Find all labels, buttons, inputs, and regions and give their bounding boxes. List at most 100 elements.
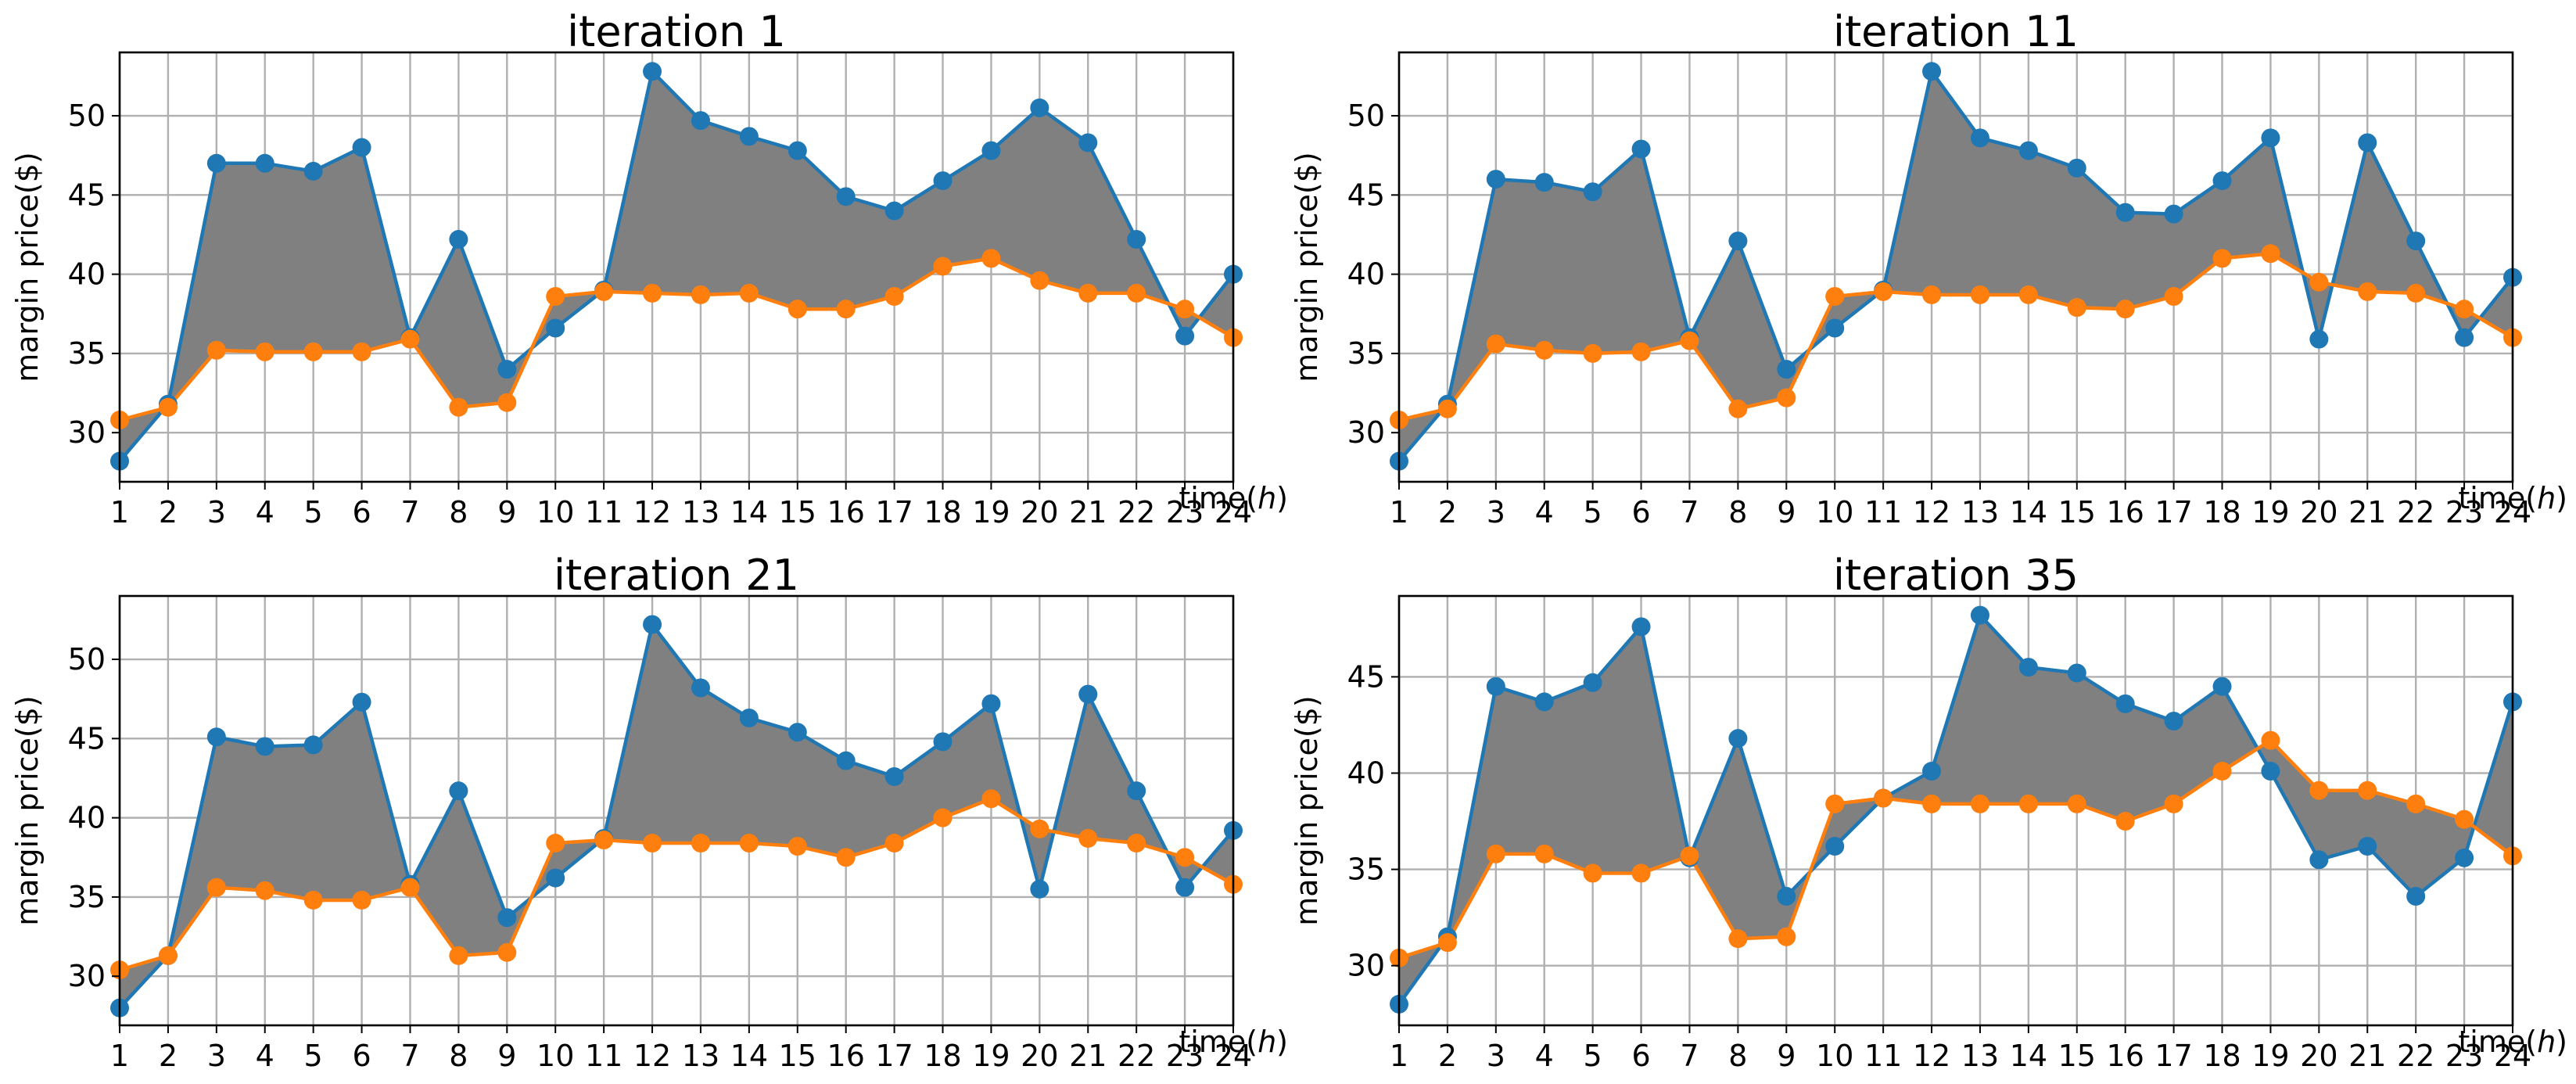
series-2-point — [1486, 844, 1505, 863]
series-1-point — [2261, 762, 2280, 781]
series-2-point — [788, 837, 807, 856]
series-2-point — [1631, 342, 1651, 361]
y-tick-label: 35 — [68, 336, 106, 371]
series-1-point — [2406, 232, 2426, 251]
y-tick-label: 35 — [1347, 336, 1385, 371]
series-2-point — [303, 890, 323, 910]
series-2-point — [933, 808, 953, 827]
series-2-point — [981, 249, 1001, 268]
x-tick-label: 14 — [730, 1039, 768, 1073]
series-1-point — [546, 318, 565, 338]
y-axis-label: margin price($) — [10, 695, 45, 926]
x-tick-label: 2 — [1438, 1039, 1457, 1073]
series-1-point — [2164, 204, 2183, 224]
series-1-point — [1078, 684, 1098, 704]
x-tick-label: 13 — [1961, 1039, 1999, 1073]
x-tick-label: 17 — [2154, 1039, 2192, 1073]
x-tick-label: 10 — [536, 495, 574, 529]
x-tick-label: 20 — [1021, 495, 1058, 529]
series-2-point — [836, 848, 856, 867]
chart-panel-2: 1 2 3 4 5 6 7 8 9 10 11 12 13 14 15 16 17 18 19 20 21 22 23 243… — [1290, 7, 2567, 529]
y-tick-label: 50 — [1347, 99, 1385, 133]
series-2-point — [449, 946, 468, 965]
series-1-point — [2358, 133, 2377, 153]
series-1-point — [2455, 848, 2474, 867]
series-1-point — [255, 737, 274, 756]
series-2-point — [2115, 812, 2135, 831]
series-2-point — [1030, 819, 1049, 838]
x-tick-label: 4 — [1535, 1039, 1554, 1073]
series-2-point — [1874, 282, 1893, 301]
x-tick-label: 20 — [2300, 495, 2337, 529]
series-1-point — [206, 727, 226, 747]
x-tick-label: 19 — [2251, 495, 2289, 529]
x-tick-label: 22 — [2397, 1039, 2434, 1073]
x-tick-label: 20 — [1021, 1039, 1058, 1073]
series-2-point — [2358, 781, 2377, 800]
series-2-point — [400, 329, 420, 349]
x-tick-label: 4 — [1535, 495, 1554, 529]
chart-panel-3: 1 2 3 4 5 6 7 8 9 10 11 12 13 14 15 16 17 18 19 20 21 22 23 243… — [10, 551, 1288, 1073]
series-1-point — [1583, 673, 1602, 692]
x-tick-label: 3 — [1487, 495, 1505, 529]
x-tick-label: 2 — [1438, 495, 1457, 529]
plot-frame — [118, 51, 1235, 483]
series-1-point — [643, 62, 662, 81]
x-tick-label: 8 — [449, 495, 468, 529]
x-tick-label: 11 — [1864, 1039, 1902, 1073]
series-2-point — [933, 257, 953, 276]
x-tick-label: 15 — [779, 495, 816, 529]
x-tick-label: 11 — [585, 1039, 622, 1073]
y-tick-label: 50 — [68, 642, 106, 677]
series-1-point — [546, 868, 565, 888]
series-2-point — [2067, 298, 2086, 318]
series-2-point — [788, 300, 807, 319]
series-2-point — [1922, 794, 1942, 813]
series-1-point — [1825, 318, 1845, 338]
series-1-point — [2018, 141, 2038, 160]
series-1-point — [739, 708, 759, 727]
fill-between-area — [1399, 71, 2513, 461]
x-tick-label: 21 — [1069, 1039, 1107, 1073]
series-1-point — [643, 615, 662, 634]
series-1-point — [933, 171, 953, 191]
series-1-point — [352, 692, 371, 712]
series-1-point — [836, 187, 856, 206]
series-1-point — [933, 732, 953, 752]
series-1-point — [2455, 328, 2474, 347]
series-1-point — [739, 127, 759, 146]
x-tick-label: 11 — [585, 495, 622, 529]
y-axis-label: margin price($) — [1290, 152, 1324, 382]
series-2-point — [158, 946, 178, 965]
series-2-point — [2406, 794, 2426, 813]
y-tick-label: 35 — [1347, 852, 1385, 887]
y-tick-label: 40 — [1347, 257, 1385, 292]
series-1-point — [1728, 729, 1748, 748]
series-1-point — [788, 141, 807, 160]
x-tick-label: 8 — [1728, 495, 1747, 529]
series-2-point — [1728, 399, 1748, 418]
x-axis-label: time(h) — [1179, 481, 1288, 515]
x-tick-label: 10 — [1816, 495, 1853, 529]
series-2-point — [2309, 781, 2329, 800]
series-2-point — [1583, 863, 1602, 883]
x-tick-label: 5 — [1584, 1039, 1602, 1073]
x-tick-label: 9 — [497, 1039, 516, 1073]
series-2-point — [643, 283, 662, 303]
series-1-point — [2406, 887, 2426, 906]
y-axis-label: margin price($) — [10, 152, 45, 382]
series-1-point — [884, 201, 904, 221]
series-1-point — [1631, 139, 1651, 159]
series-2-point — [303, 342, 323, 361]
y-tick-label: 30 — [1347, 415, 1385, 450]
series-1-point — [2309, 329, 2329, 349]
series-1-point — [303, 735, 323, 755]
series-1-point — [449, 781, 468, 801]
x-tick-label: 4 — [256, 495, 274, 529]
series-1-point — [1777, 360, 1796, 379]
series-2-point — [497, 942, 517, 962]
x-tick-label: 22 — [1118, 1039, 1155, 1073]
series-2-point — [255, 342, 274, 361]
series-2-point — [1680, 846, 1699, 866]
series-2-point — [2309, 272, 2329, 292]
